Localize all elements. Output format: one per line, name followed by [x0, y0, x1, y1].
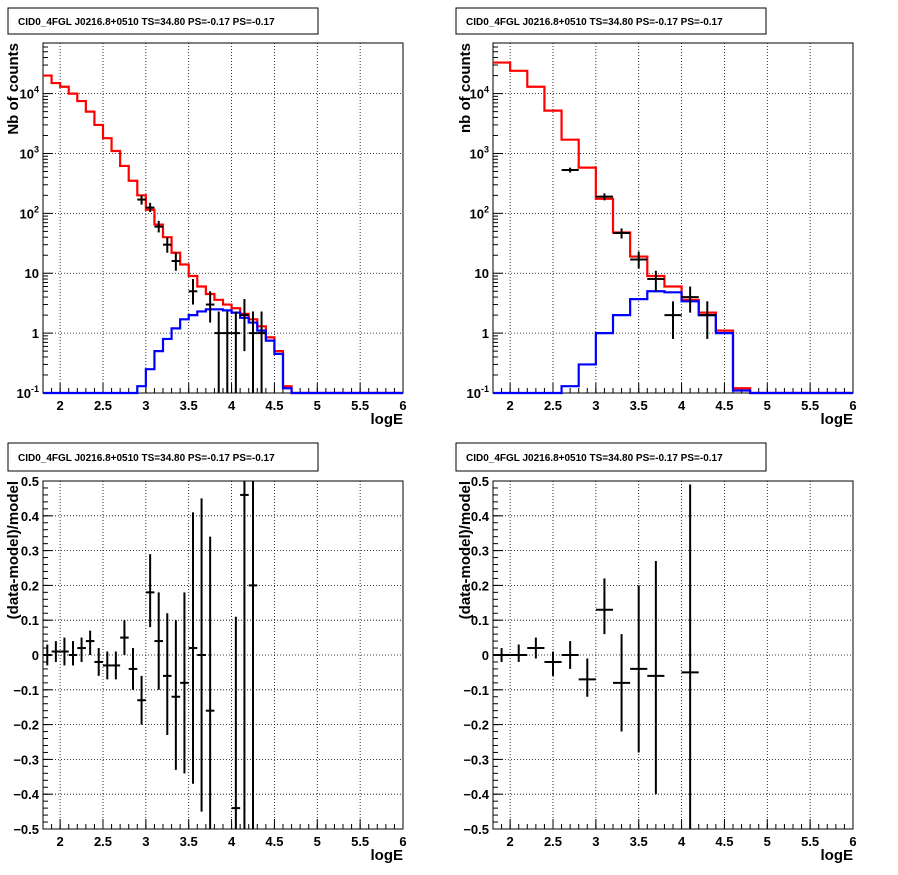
chart-panel: CID0_4FGL J0216.8+0510 TS=34.80 PS=-0.17…	[5, 442, 407, 864]
x-tick-label: 3	[142, 398, 149, 413]
y-axis-title: Nb of counts	[5, 43, 22, 135]
x-tick-label: 5.5	[351, 398, 369, 413]
histogram-series	[43, 74, 403, 395]
y-tick-label: −0.1	[463, 683, 489, 698]
x-tick-label: 2	[57, 398, 64, 413]
y-tick-label: 10-1	[467, 384, 489, 401]
histogram-series	[43, 308, 403, 395]
x-tick-label: 2.5	[544, 398, 562, 413]
y-tick-label: 103	[470, 144, 489, 161]
y-axis-title: (data-model)/model	[457, 481, 474, 619]
y-tick-label: 103	[20, 144, 39, 161]
y-tick-label: −0.1	[13, 683, 39, 698]
y-tick-label: 10-1	[17, 384, 39, 401]
x-tick-label: 4	[228, 834, 236, 849]
y-tick-label: 10	[475, 266, 489, 281]
y-tick-label: 0.4	[21, 509, 40, 524]
y-tick-label: 104	[20, 85, 39, 102]
y-tick-label: 1	[32, 326, 39, 341]
panel-title: CID0_4FGL J0216.8+0510 TS=34.80 PS=-0.17…	[466, 17, 723, 28]
y-tick-label: −0.2	[13, 718, 39, 733]
y-tick-label: 0.4	[471, 509, 490, 524]
y-tick-label: 0.1	[21, 613, 39, 628]
y-tick-label: 102	[470, 204, 489, 221]
title-box	[455, 442, 767, 472]
y-tick-label: 0.1	[471, 613, 489, 628]
chart-panel: CID0_4FGL J0216.8+0510 TS=34.80 PS=-0.17…	[5, 7, 407, 428]
x-tick-label: 5	[314, 834, 321, 849]
x-tick-label: 5.5	[351, 834, 369, 849]
x-tick-label: 5	[764, 398, 771, 413]
x-tick-label: 2	[57, 834, 64, 849]
x-tick-label: 6	[849, 398, 856, 413]
x-tick-label: 3.5	[630, 834, 648, 849]
x-tick-label: 4.5	[715, 398, 733, 413]
x-tick-label: 4	[678, 398, 686, 413]
y-tick-label: 104	[470, 85, 489, 102]
y-tick-label: 0.5	[471, 474, 489, 489]
y-tick-label: −0.5	[13, 822, 39, 837]
x-tick-label: 4	[228, 398, 236, 413]
y-tick-label: 1	[482, 326, 489, 341]
x-tick-label: 3	[142, 834, 149, 849]
x-tick-label: 3	[592, 834, 599, 849]
title-box	[7, 442, 319, 472]
x-tick-label: 6	[399, 398, 406, 413]
x-tick-label: 2.5	[94, 398, 112, 413]
y-tick-label: 0.3	[21, 544, 39, 559]
x-axis-title: logE	[371, 847, 404, 864]
x-tick-label: 5.5	[801, 834, 819, 849]
x-tick-label: 5.5	[801, 398, 819, 413]
y-tick-label: −0.3	[13, 752, 39, 767]
histogram-series	[493, 290, 853, 395]
x-tick-label: 6	[849, 834, 856, 849]
x-tick-label: 2.5	[94, 834, 112, 849]
plot-frame	[492, 42, 854, 394]
x-tick-label: 4.5	[265, 398, 283, 413]
plot-frame	[42, 42, 404, 394]
x-tick-label: 2.5	[544, 834, 562, 849]
x-axis-title: logE	[821, 411, 854, 428]
y-tick-label: −0.4	[13, 787, 39, 802]
y-tick-label: 0	[482, 648, 489, 663]
y-tick-label: −0.2	[463, 718, 489, 733]
y-tick-label: 0.5	[21, 474, 39, 489]
x-tick-label: 3.5	[180, 834, 198, 849]
x-axis-title: logE	[371, 411, 404, 428]
y-tick-label: 10	[25, 266, 39, 281]
x-tick-label: 4.5	[715, 834, 733, 849]
title-box	[7, 7, 319, 35]
panel-title: CID0_4FGL J0216.8+0510 TS=34.80 PS=-0.17…	[18, 453, 275, 464]
x-tick-label: 6	[399, 834, 406, 849]
chart-panel: CID0_4FGL J0216.8+0510 TS=34.80 PS=-0.17…	[455, 442, 857, 864]
title-box	[455, 7, 767, 35]
y-tick-label: 0	[32, 648, 39, 663]
panel-title: CID0_4FGL J0216.8+0510 TS=34.80 PS=-0.17…	[18, 17, 275, 28]
x-tick-label: 3	[592, 398, 599, 413]
histogram-series	[493, 61, 853, 395]
y-axis-title: (data-model)/model	[5, 481, 22, 619]
y-tick-label: 102	[20, 204, 39, 221]
x-tick-label: 4	[678, 834, 686, 849]
x-axis-title: logE	[821, 847, 854, 864]
x-tick-label: 2	[507, 398, 514, 413]
y-tick-label: 0.2	[21, 578, 39, 593]
x-tick-label: 3.5	[630, 398, 648, 413]
panel-title: CID0_4FGL J0216.8+0510 TS=34.80 PS=-0.17…	[466, 453, 723, 464]
x-tick-label: 5	[764, 834, 771, 849]
chart-panel: CID0_4FGL J0216.8+0510 TS=34.80 PS=-0.17…	[455, 7, 857, 428]
y-tick-label: 0.2	[471, 578, 489, 593]
y-tick-label: −0.5	[463, 822, 489, 837]
x-tick-label: 4.5	[265, 834, 283, 849]
x-tick-label: 5	[314, 398, 321, 413]
y-axis-title: nb of counts	[457, 43, 474, 133]
x-tick-label: 2	[507, 834, 514, 849]
y-tick-label: −0.3	[463, 752, 489, 767]
y-tick-label: −0.4	[463, 787, 489, 802]
y-tick-label: 0.3	[471, 544, 489, 559]
x-tick-label: 3.5	[180, 398, 198, 413]
